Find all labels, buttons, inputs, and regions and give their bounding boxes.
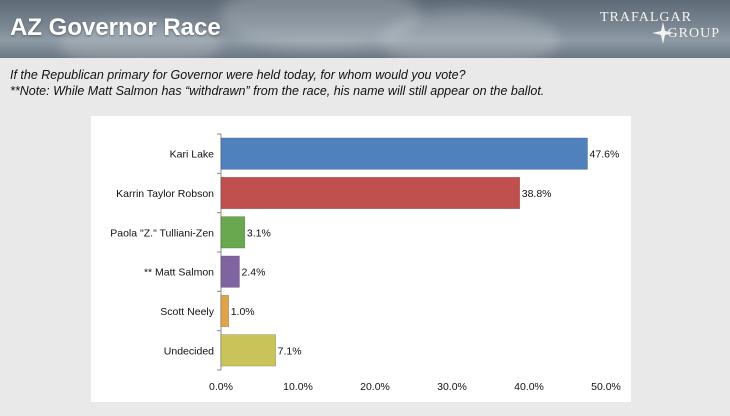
x-tick-label: 20.0% (360, 381, 390, 393)
chart-panel: Kari Lake 47.6% Karrin Taylor Robson 38.8% P… (91, 116, 631, 402)
data-label: 7.1% (278, 345, 302, 357)
logo-text-line1: TRAFALGAR (600, 10, 692, 25)
category-label: Karrin Taylor Robson (116, 188, 214, 200)
data-label: 3.1% (247, 227, 271, 239)
question-text: If the Republican primary for Governor w… (10, 67, 720, 99)
data-label: 38.8% (522, 188, 552, 200)
category-label: Kari Lake (170, 149, 215, 161)
question-line-2: **Note: While Matt Salmon has “withdrawn… (10, 84, 545, 98)
category-label: Undecided (164, 345, 214, 357)
data-label: 2.4% (241, 267, 265, 279)
category-label: ** Matt Salmon (144, 267, 214, 279)
x-tick-label: 30.0% (437, 381, 467, 393)
data-label: 1.0% (231, 306, 255, 318)
bar (220, 216, 246, 249)
bar (220, 255, 240, 288)
x-tick-label: 0.0% (209, 381, 233, 393)
trafalgar-group-logo: TRAFALGAR GROUP (600, 6, 720, 52)
x-tick-label: 10.0% (283, 381, 313, 393)
category-label: Scott Neely (160, 306, 214, 318)
compass-star-icon (652, 22, 674, 44)
bar (220, 334, 276, 367)
bar (220, 137, 588, 170)
category-label: Paola "Z." Tulliani-Zen (110, 227, 214, 239)
x-tick-label: 50.0% (591, 381, 621, 393)
question-line-1: If the Republican primary for Governor w… (10, 68, 466, 82)
page-title: AZ Governor Race (10, 14, 221, 41)
x-tick-label: 40.0% (514, 381, 544, 393)
bar (220, 176, 521, 210)
bar-chart: Kari Lake 47.6% Karrin Taylor Robson 38.8% P… (110, 133, 621, 393)
logo-text-line2: GROUP (667, 26, 720, 41)
header-banner: AZ Governor Race TRAFALGAR GROUP (0, 0, 730, 58)
bar (220, 294, 229, 328)
data-label: 47.6% (590, 149, 620, 161)
